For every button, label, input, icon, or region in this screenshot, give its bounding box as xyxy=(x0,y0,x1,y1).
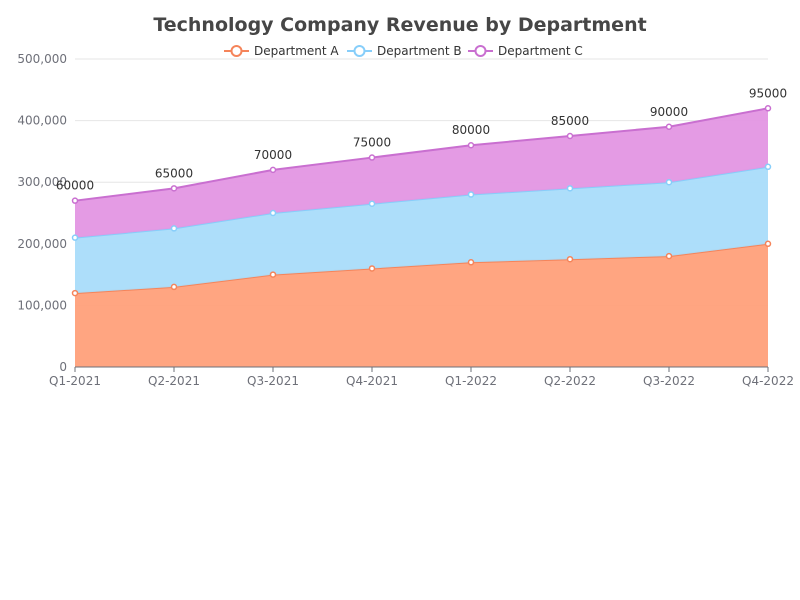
data-point xyxy=(764,163,772,171)
y-tick-label: 100,000 xyxy=(17,298,67,312)
data-point xyxy=(467,259,475,266)
y-tick-label: 500,000 xyxy=(17,52,67,66)
legend-item-3[interactable]: Department C xyxy=(468,44,583,58)
x-tick-label: Q1-2022 xyxy=(445,374,497,388)
data-label: 65000 xyxy=(155,166,193,180)
legend-label: Department B xyxy=(377,44,462,58)
y-tick-label: 200,000 xyxy=(17,237,67,251)
area-fill-series-2 xyxy=(75,166,768,294)
data-label: 70000 xyxy=(254,148,292,162)
area-fill-series-3 xyxy=(75,108,768,238)
data-label: 60000 xyxy=(56,179,94,193)
data-point xyxy=(665,178,673,186)
axes: 0 100,000 200,000 300,000 400,000 500,000 Q1-2… xyxy=(17,52,794,388)
x-tick-label: Q2-2022 xyxy=(544,374,596,388)
legend-marker-icon xyxy=(353,45,366,57)
x-tick-label: Q3-2022 xyxy=(643,374,695,388)
data-point xyxy=(764,240,772,248)
data-point xyxy=(764,105,772,112)
data-point xyxy=(71,234,79,241)
legend-marker-icon xyxy=(474,45,487,57)
x-tick-label: Q4-2021 xyxy=(346,374,398,388)
area-fill-series-1 xyxy=(75,243,768,367)
data-point xyxy=(269,166,277,174)
data-point xyxy=(566,255,574,263)
data-point xyxy=(170,283,178,291)
data-point xyxy=(269,271,277,278)
data-point xyxy=(170,185,178,192)
data-label: 75000 xyxy=(353,136,391,150)
chart-title: Technology Company Revenue by Department xyxy=(153,14,646,36)
series-line-3 xyxy=(74,107,769,202)
x-tick-label: Q4-2022 xyxy=(742,374,794,388)
data-point xyxy=(665,252,673,260)
x-tick-label: Q1-2021 xyxy=(49,374,101,388)
y-tick-label: 0 xyxy=(59,360,67,374)
data-point xyxy=(368,265,376,272)
y-tick-label: 300,000 xyxy=(17,175,67,189)
legend-marker-icon xyxy=(230,45,243,57)
legend-item-1[interactable]: Department A xyxy=(224,44,339,58)
data-label: 85000 xyxy=(551,114,589,128)
area-series xyxy=(71,105,772,367)
data-point xyxy=(269,209,277,217)
legend-item-2[interactable]: Department B xyxy=(347,44,462,58)
data-point xyxy=(170,225,178,232)
x-tick-label: Q3-2021 xyxy=(247,374,299,388)
data-label: 80000 xyxy=(452,123,490,137)
x-tick-label: Q2-2021 xyxy=(148,374,200,388)
legend: Department A Department B Department C xyxy=(224,44,583,58)
y-tick-label: 400,000 xyxy=(17,114,67,128)
data-labels: 60000 65000 70000 75000 80000 85000 90000 95000 xyxy=(56,86,787,192)
data-point xyxy=(368,154,376,161)
data-point xyxy=(467,141,475,149)
legend-label: Department A xyxy=(254,44,339,58)
data-point xyxy=(566,132,574,140)
data-label: 95000 xyxy=(749,86,787,100)
data-point xyxy=(665,123,673,131)
data-point xyxy=(368,200,376,208)
data-point xyxy=(467,191,475,198)
data-label: 90000 xyxy=(650,105,688,119)
data-point xyxy=(566,185,574,192)
data-point xyxy=(71,197,79,204)
legend-label: Department C xyxy=(498,44,583,58)
data-point xyxy=(71,289,79,297)
